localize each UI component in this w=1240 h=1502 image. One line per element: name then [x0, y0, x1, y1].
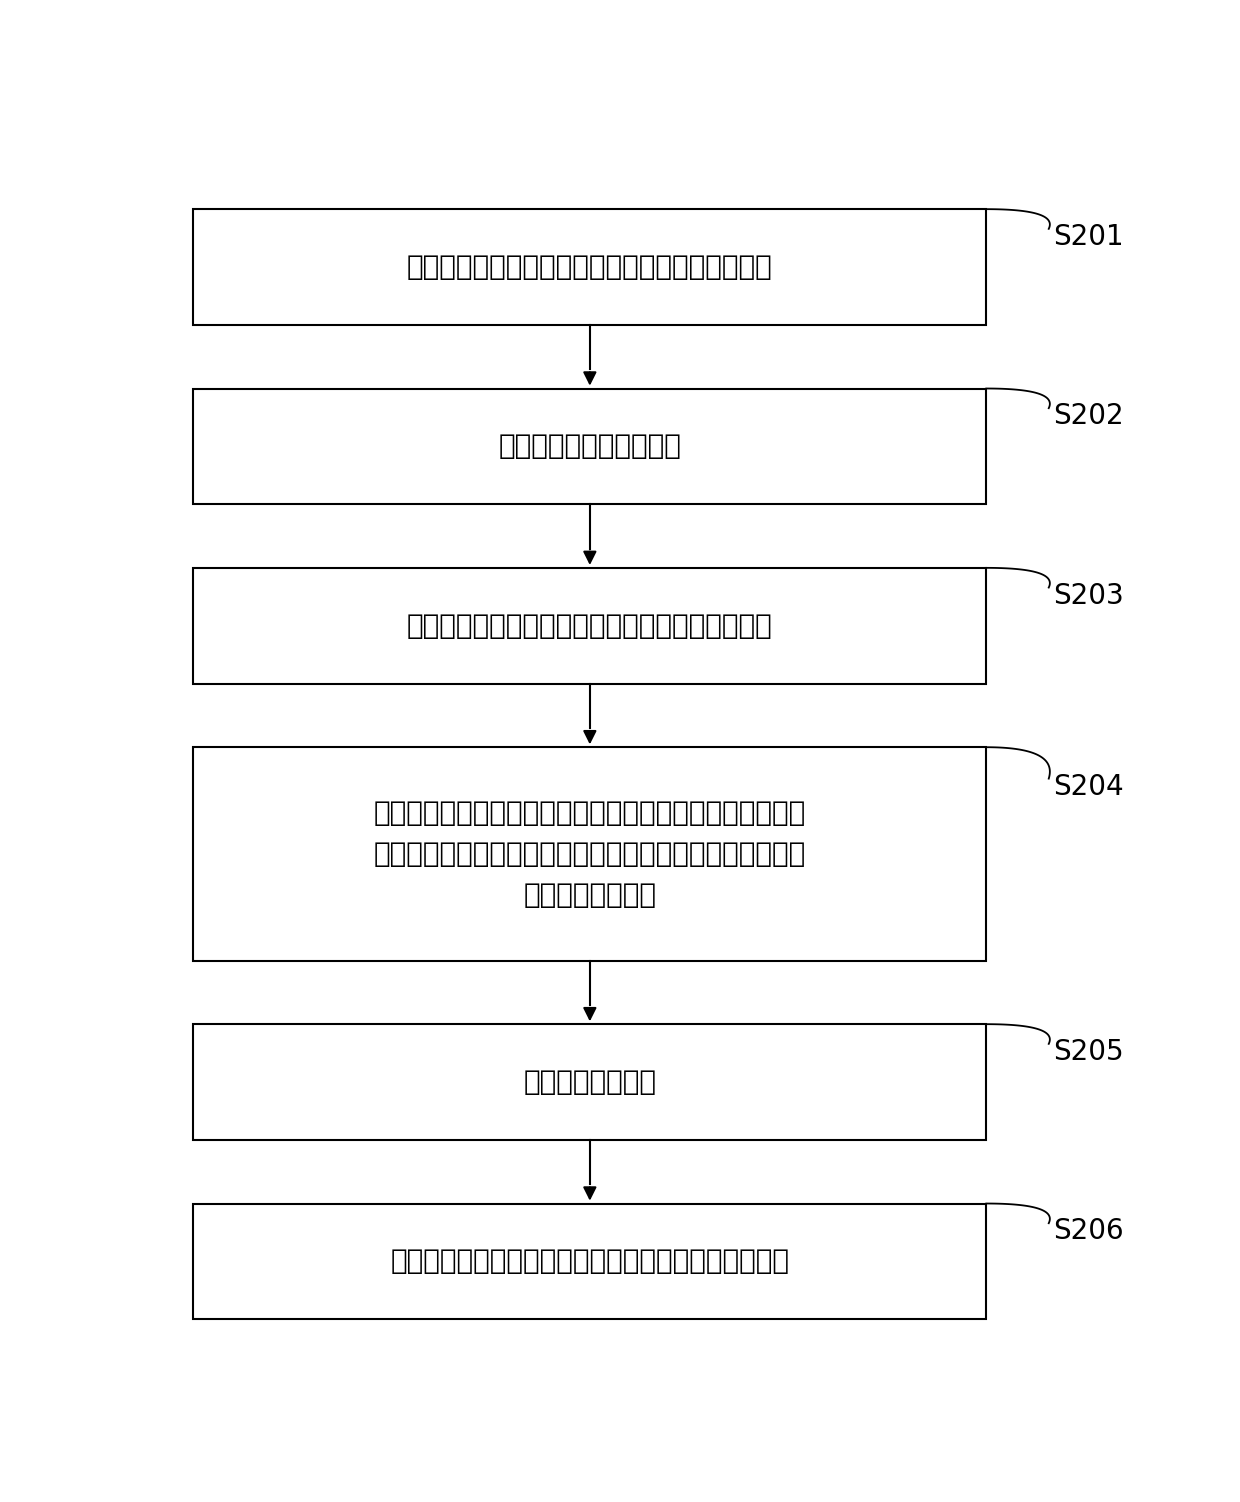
Bar [193, 1203, 986, 1319]
Text: 按照预设规则从所述候选头颅模型中选取目标头颅模型: 按照预设规则从所述候选头颅模型中选取目标头颅模型 [391, 1248, 790, 1275]
Bar [193, 746, 986, 961]
Text: S201: S201 [1054, 224, 1125, 251]
Bar [193, 1024, 986, 1140]
Text: S205: S205 [1054, 1038, 1125, 1066]
Text: S204: S204 [1054, 774, 1125, 801]
Text: 获取候选头颅模型: 获取候选头颅模型 [523, 1068, 656, 1096]
Text: 获取所述待修复头颅的三维形态影像和预设数据库: 获取所述待修复头颅的三维形态影像和预设数据库 [407, 254, 773, 281]
Text: 提取待修复三维特征信息: 提取待修复三维特征信息 [498, 433, 681, 461]
Bar [193, 568, 986, 683]
Text: 根据所述归一化预设三维特征信息和归一化待修复三维特征
信息依次计算所述预设数据库中每个健康头颅模型与所述待
修复头颅的相似度: 根据所述归一化预设三维特征信息和归一化待修复三维特征 信息依次计算所述预设数据库… [373, 799, 806, 909]
Text: S203: S203 [1054, 581, 1125, 610]
Text: S202: S202 [1054, 403, 1125, 431]
Bar [193, 209, 986, 324]
Bar [193, 389, 986, 505]
Text: 获取归一化预设三维特征信息和归一化待修复信息: 获取归一化预设三维特征信息和归一化待修复信息 [407, 611, 773, 640]
Text: S206: S206 [1054, 1218, 1125, 1245]
